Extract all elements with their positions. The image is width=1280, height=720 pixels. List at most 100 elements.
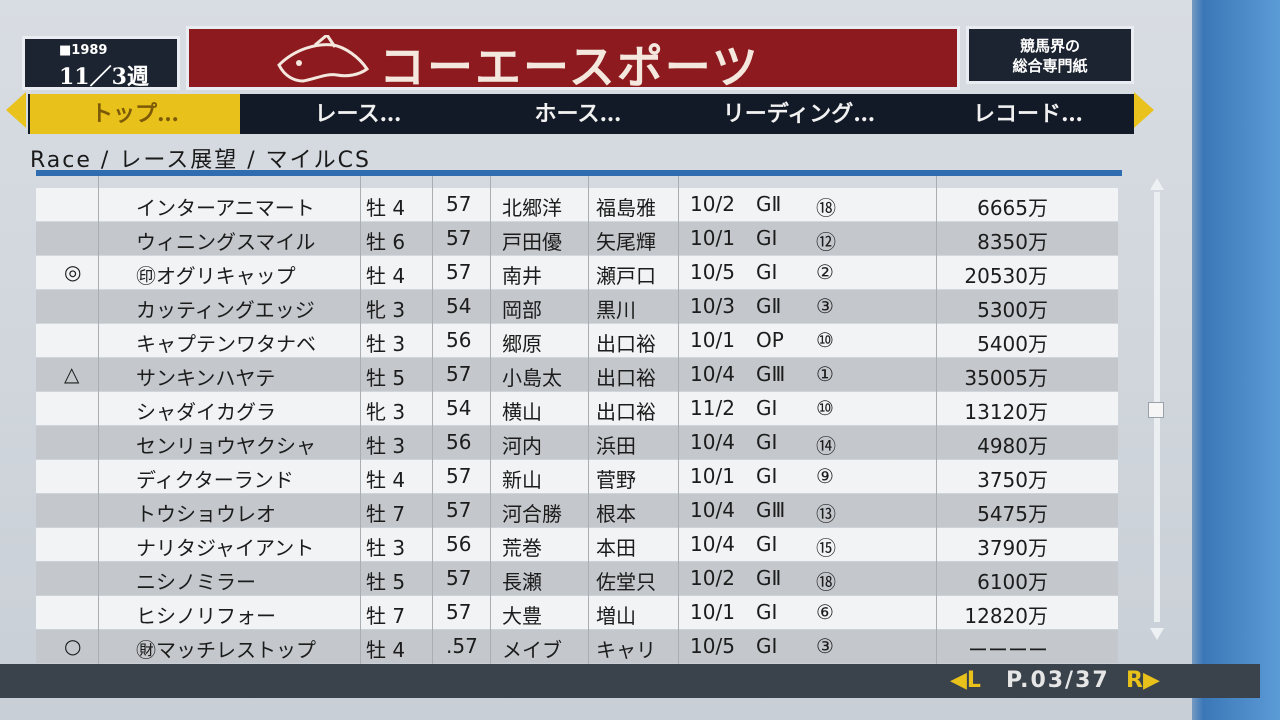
scroll-down-icon[interactable] [1150, 628, 1164, 640]
page-indicator: P.03/37 [1006, 668, 1110, 693]
last-race-rank: ⑱ [816, 570, 836, 594]
prediction-mark: △ [64, 362, 80, 386]
last-race-grade: GⅡ [756, 192, 782, 216]
last-race-grade: GⅠ [756, 600, 778, 624]
jockey: 長瀬 [502, 570, 542, 594]
table-row[interactable]: カッティングエッジ 牝 3 54 岡部 黒川 10/3 GⅡ ③ 5300万 [36, 290, 1118, 323]
prize-money: 5300万 [977, 298, 1048, 322]
trainer: 浜田 [596, 434, 636, 458]
weight: 54 [446, 396, 472, 420]
prediction-mark: ○ [64, 634, 82, 658]
prize-money: 5475万 [977, 502, 1048, 526]
prize-money: 13120万 [964, 400, 1048, 424]
table-row[interactable]: ヒシノリフォー 牡 7 57 大豊 増山 10/1 GⅠ ⑥ 12820万 [36, 596, 1118, 629]
horse-name: センリョウヤクシャ [136, 434, 316, 458]
tab-record[interactable]: レコード… [972, 101, 1083, 127]
horse-name: トウショウレオ [136, 502, 276, 526]
jockey: 岡部 [502, 298, 542, 322]
last-race-grade: GⅠ [756, 396, 778, 420]
trainer: 瀬戸口 [596, 264, 656, 288]
weight: 57 [446, 464, 472, 488]
main-nav: トップ… レース… ホース… リーディング… レコード… [28, 94, 1134, 134]
column-divider [432, 176, 433, 666]
last-race-rank: ⑭ [816, 434, 836, 458]
table-row[interactable]: ○ ㊖マッチレストップ 牡 4 .57 メイブ キャリ 10/5 GⅠ ③ ーーーー [36, 630, 1118, 663]
last-race-date: 11/2 [690, 396, 735, 420]
sex-age: 牡 6 [366, 230, 406, 254]
sex-age: 牝 3 [366, 298, 406, 322]
sex-age: 牡 5 [366, 570, 406, 594]
last-race-rank: ⑮ [816, 536, 836, 560]
sex-age: 牡 3 [366, 434, 406, 458]
trainer: キャリ [596, 638, 656, 662]
jockey: 大豊 [502, 604, 542, 628]
table-row[interactable]: キャプテンワタナベ 牡 3 56 郷原 出口裕 10/1 OP ⑩ 5400万 [36, 324, 1118, 357]
jockey: 河合勝 [502, 502, 562, 526]
table-row[interactable]: ◎ ㊞オグリキャップ 牡 4 57 南井 瀬戸口 10/5 GⅠ ② 20530万 [36, 256, 1118, 289]
table-row[interactable]: ウィニングスマイル 牡 6 57 戸田優 矢尾輝 10/1 GⅠ ⑫ 8350万 [36, 222, 1118, 255]
jockey: メイブ [502, 638, 562, 662]
table-row[interactable]: ディクターランド 牡 4 57 新山 菅野 10/1 GⅠ ⑨ 3750万 [36, 460, 1118, 493]
prize-money: 5400万 [977, 332, 1048, 356]
weight: 57 [446, 498, 472, 522]
tab-race[interactable]: レース… [314, 101, 402, 127]
last-race-rank: ⑥ [816, 600, 834, 624]
last-race-date: 10/1 [690, 328, 735, 352]
jockey: 戸田優 [502, 230, 562, 254]
column-divider [360, 176, 361, 666]
table-row[interactable]: △ サンキンハヤテ 牡 5 57 小島太 出口裕 10/4 GⅢ ① 35005万 [36, 358, 1118, 391]
last-race-date: 10/4 [690, 498, 735, 522]
table-row[interactable]: トウショウレオ 牡 7 57 河合勝 根本 10/4 GⅢ ⑬ 5475万 [36, 494, 1118, 527]
next-page-button[interactable]: R▶ [1126, 668, 1160, 693]
table-row[interactable]: ニシノミラー 牡 5 57 長瀬 佐堂只 10/2 GⅡ ⑱ 6100万 [36, 562, 1118, 595]
scrollbar-thumb[interactable] [1148, 402, 1164, 418]
last-race-grade: OP [756, 328, 784, 352]
tab-top[interactable]: トップ… [30, 94, 240, 134]
last-race-date: 10/2 [690, 566, 735, 590]
horse-name: ナリタジャイアント [136, 536, 315, 560]
horse-name: ㊖マッチレストップ [136, 638, 316, 662]
table-row[interactable]: インターアニマート 牡 4 57 北郷洋 福島雅 10/2 GⅡ ⑱ 6665万 [36, 188, 1118, 221]
trainer: 出口裕 [596, 366, 656, 390]
nav-left-arrow-icon[interactable] [6, 92, 26, 128]
prize-money: 35005万 [964, 366, 1048, 390]
horse-head-icon [277, 35, 370, 83]
last-race-grade: GⅠ [756, 464, 778, 488]
last-race-rank: ⑬ [816, 502, 836, 526]
last-race-grade: GⅠ [756, 260, 778, 284]
table-row[interactable]: シャダイカグラ 牝 3 54 横山 出口裕 11/2 GⅠ ⑩ 13120万 [36, 392, 1118, 425]
sex-age: 牡 7 [366, 502, 406, 526]
weight: 54 [446, 294, 472, 318]
last-race-rank: ⑨ [816, 464, 834, 488]
trainer: 出口裕 [596, 332, 656, 356]
horse-name: ウィニングスマイル [136, 230, 316, 254]
tab-leading[interactable]: リーディング… [722, 101, 876, 127]
last-race-rank: ⑩ [816, 328, 834, 352]
trainer: 矢尾輝 [596, 230, 656, 254]
jockey: 小島太 [502, 366, 562, 390]
horse-name: シャダイカグラ [136, 400, 276, 424]
column-divider [936, 176, 937, 666]
tab-horse[interactable]: ホース… [534, 101, 622, 127]
prize-money: 20530万 [964, 264, 1048, 288]
date-week-label: 11／3週 [59, 64, 149, 90]
nav-right-arrow-icon[interactable] [1134, 92, 1154, 128]
jockey: 南井 [502, 264, 542, 288]
table-row[interactable]: ナリタジャイアント 牡 3 56 荒巻 本田 10/4 GⅠ ⑮ 3790万 [36, 528, 1118, 561]
prev-page-button[interactable]: ◀L [950, 668, 981, 693]
weight: 57 [446, 226, 472, 250]
trainer: 黒川 [596, 298, 636, 322]
jockey: 河内 [502, 434, 542, 458]
race-entry-table: ○ ㊖マッチレストップ 牡 4 .57 メイブ キャリ 10/5 GⅠ ③ ーーーー ヒシノリフォー… [36, 170, 1122, 666]
table-row[interactable]: センリョウヤクシャ 牡 3 56 河内 浜田 10/4 GⅠ ⑭ 4980万 [36, 426, 1118, 459]
last-race-rank: ① [816, 362, 834, 386]
scroll-up-icon[interactable] [1150, 178, 1164, 190]
last-race-rank: ⑫ [816, 230, 836, 254]
tagline-line-2: 総合専門紙 [1012, 57, 1088, 75]
last-race-date: 10/1 [690, 600, 735, 624]
prize-money: 6100万 [977, 570, 1048, 594]
weight: 57 [446, 192, 472, 216]
horse-name: ニシノミラー [136, 570, 256, 594]
last-race-date: 10/5 [690, 634, 735, 658]
horse-name: キャプテンワタナベ [136, 332, 316, 356]
